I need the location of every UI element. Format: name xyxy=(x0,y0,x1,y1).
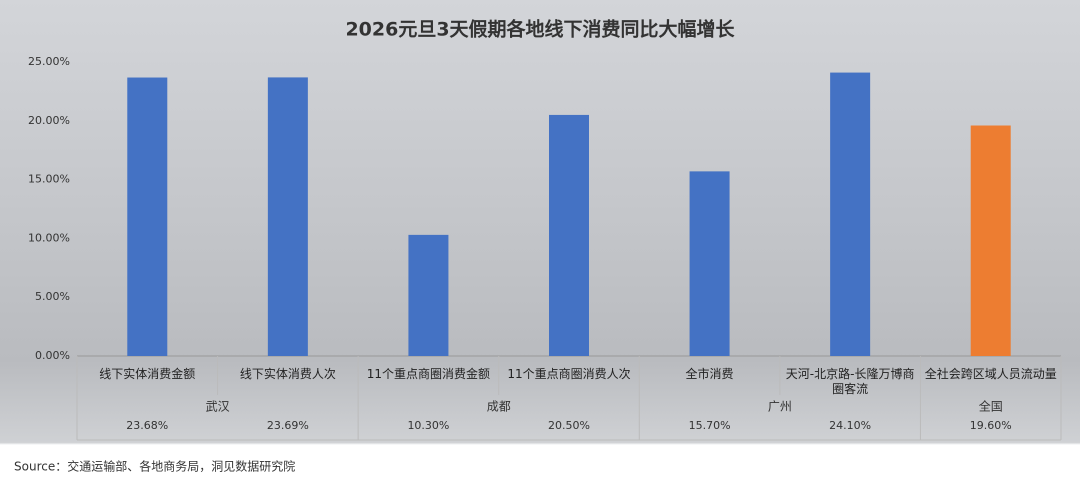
x-tick-label: 线下实体消费金额 xyxy=(99,367,196,381)
value-label: 23.68% xyxy=(126,419,168,432)
bar xyxy=(267,77,308,356)
y-tick-label: 10.00% xyxy=(28,231,70,244)
bar xyxy=(830,72,871,357)
value-label: 24.10% xyxy=(829,419,871,432)
x-tick-label: 天河-北京路-长隆万博商圈客流 xyxy=(785,367,915,396)
x-tick-label: 全市消费 xyxy=(685,367,734,381)
chart-title: 2026元旦3天假期各地线下消费同比大幅增长 xyxy=(345,18,735,41)
bar xyxy=(549,114,589,356)
y-tick-label: 0.00% xyxy=(35,349,70,362)
value-label: 19.60% xyxy=(970,419,1012,432)
bar xyxy=(408,234,449,356)
value-label: 15.70% xyxy=(689,419,731,432)
value-label: 10.30% xyxy=(407,419,449,432)
value-label: 20.50% xyxy=(548,419,590,432)
y-tick-label: 5.00% xyxy=(35,290,70,303)
group-label: 武汉 xyxy=(206,400,230,414)
value-label: 23.69% xyxy=(267,419,309,432)
y-tick-label: 25.00% xyxy=(28,55,70,68)
x-tick-label: 11个重点商圈消费金额 xyxy=(366,367,491,381)
bar xyxy=(970,125,1011,356)
group-label: 成都 xyxy=(487,400,511,414)
group-label: 广州 xyxy=(768,400,792,414)
y-tick-label: 20.00% xyxy=(28,114,70,127)
group-label: 全国 xyxy=(979,399,1003,414)
bar xyxy=(127,77,168,357)
y-tick-label: 15.00% xyxy=(28,173,70,186)
source: Source：交通运输部、各地商务局，洞见数据研究院 xyxy=(14,459,295,474)
x-tick-label: 全社会跨区域人员流动量 xyxy=(924,367,1057,381)
x-tick-label: 线下实体消费人次 xyxy=(239,367,336,381)
bar xyxy=(689,171,730,356)
x-tick-label: 11个重点商圈消费人次 xyxy=(507,367,631,381)
